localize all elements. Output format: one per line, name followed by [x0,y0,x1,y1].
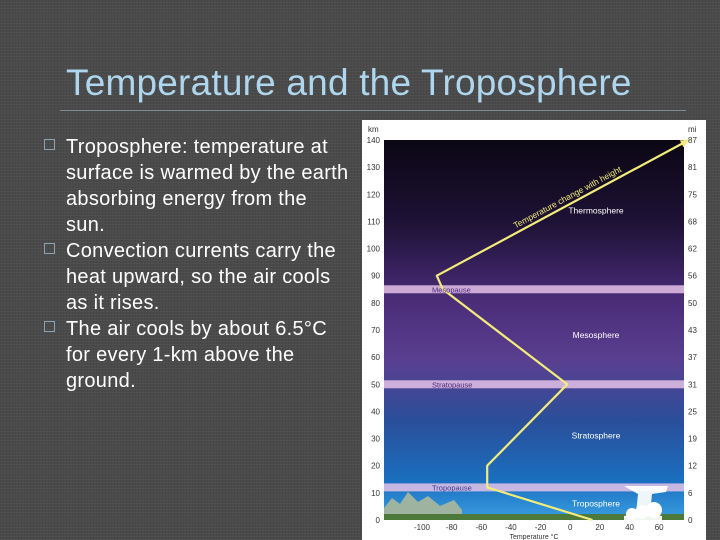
km-tick-label: 140 [367,136,381,145]
km-tick-label: 10 [371,489,380,498]
bullet-item: Convection currents carry the heat upwar… [44,238,350,316]
temp-tick-label: 20 [595,523,604,532]
mi-tick-label: 25 [688,407,697,416]
km-tick-label: 60 [371,353,380,362]
mi-tick-label: 87 [688,136,697,145]
stratopause-label: Stratopause [432,380,472,389]
km-tick-label: 30 [371,435,380,444]
bullet-square-icon [44,243,55,254]
mi-tick-label: 81 [688,163,697,172]
km-tick-label: 0 [376,516,381,525]
mi-unit-label: mi [688,125,697,134]
temp-axis-label: Temperature °C [509,533,558,540]
stratosphere-label: Stratosphere [572,431,621,441]
temp-tick-label: -80 [446,523,458,532]
temp-tick-label: 40 [625,523,634,532]
bullet-square-icon [44,139,55,150]
bullet-text: Convection currents carry the heat upwar… [66,240,336,314]
ground-strip [384,514,684,520]
temp-tick-label: -20 [535,523,547,532]
slide-title: Temperature and the Troposphere [66,62,632,103]
km-tick-label: 40 [371,407,380,416]
km-tick-label: 90 [371,272,380,281]
stratopause-band [384,380,684,389]
ground-scene [384,486,684,520]
atmosphere-diagram: km 140 130 120 110 100 90 80 70 60 50 40 30 20 10 0 mi 87… [362,120,706,540]
mi-tick-label: 68 [688,217,697,226]
km-tick-label: 100 [367,245,381,254]
bullet-text: The air cools by about 6.5°C for every 1… [66,318,327,392]
bullet-item: The air cools by about 6.5°C for every 1… [44,316,350,394]
thermosphere-label: Thermosphere [568,205,624,215]
temp-tick-label: -60 [476,523,488,532]
temp-tick-label: 0 [568,523,573,532]
curve-arrowhead [679,140,689,148]
km-tick-label: 120 [367,190,381,199]
troposphere-label: Troposphere [572,498,620,508]
mesopause-band [384,285,684,294]
mi-tick-label: 31 [688,380,697,389]
bullet-text: Troposphere: temperature at surface is w… [66,136,349,236]
bullet-list: Troposphere: temperature at surface is w… [44,134,350,394]
mi-tick-label: 75 [688,190,697,199]
km-tick-label: 20 [371,462,380,471]
title-divider [60,110,686,111]
mi-tick-label: 50 [688,299,697,308]
km-tick-label: 130 [367,163,381,172]
km-tick-label: 110 [367,217,380,226]
mi-tick-label: 56 [688,272,697,281]
mi-tick-label: 12 [688,462,697,471]
mi-tick-label: 0 [688,516,693,525]
mesopause-label: Mesopause [432,285,471,294]
km-tick-label: 50 [371,380,380,389]
mi-tick-label: 6 [688,489,693,498]
temp-tick-label: 60 [655,523,664,532]
bullet-square-icon [44,321,55,332]
atmosphere-diagram-svg: km1401301201101009080706050403020100mi87… [362,120,706,540]
km-tick-label: 70 [371,326,380,335]
mi-tick-label: 19 [688,435,697,444]
bullet-item: Troposphere: temperature at surface is w… [44,134,350,238]
temp-tick-label: -40 [505,523,517,532]
km-tick-label: 80 [371,299,380,308]
sky-background [384,140,684,520]
tropopause-band [384,483,684,492]
temp-tick-label: -100 [414,523,431,532]
mi-tick-label: 37 [688,353,697,362]
temperature-profile-line [435,139,690,522]
mi-tick-label: 43 [688,326,697,335]
mesosphere-label: Mesosphere [573,330,620,340]
tropopause-label: Tropopause [432,483,472,492]
mi-tick-label: 62 [688,245,697,254]
km-unit-label: km [368,125,379,134]
mountains [384,492,462,520]
thunderstorm-cloud [624,486,668,520]
